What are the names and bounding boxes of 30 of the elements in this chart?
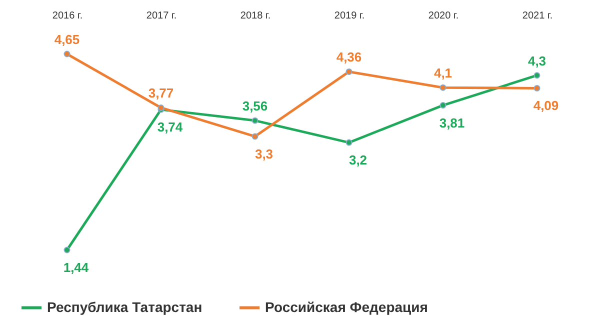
legend-label: Республика Татарстан xyxy=(47,298,202,315)
data-label: 4,36 xyxy=(336,50,362,65)
data-label: 4,09 xyxy=(533,98,559,114)
point xyxy=(440,102,446,109)
legend-label: Российская Федерация xyxy=(265,298,428,315)
data-label: 4,1 xyxy=(434,66,452,81)
x-tick-label: 2020 г. xyxy=(428,10,459,22)
point xyxy=(64,246,70,254)
data-label: 3,3 xyxy=(254,146,274,162)
point xyxy=(346,139,352,146)
data-label: 4,65 xyxy=(54,32,80,47)
x-tick-label: 2017 г. xyxy=(146,10,177,22)
data-label: 4,3 xyxy=(528,53,546,68)
point xyxy=(534,84,540,92)
point xyxy=(252,133,258,140)
data-label: 3,56 xyxy=(242,98,268,114)
data-label: 1,44 xyxy=(63,260,90,275)
data-label: 3,74 xyxy=(157,120,184,135)
x-tick-label: 2021 г. xyxy=(522,10,553,22)
point xyxy=(440,84,446,91)
point xyxy=(346,68,352,75)
data-label: 3,77 xyxy=(148,86,174,101)
data-label: 3,81 xyxy=(439,115,465,130)
point xyxy=(534,72,540,79)
point xyxy=(64,50,70,58)
x-tick-label: 2019 г. xyxy=(334,10,365,22)
data-label: 3,2 xyxy=(348,152,368,168)
point xyxy=(252,117,258,124)
x-tick-label: 2018 г. xyxy=(240,10,271,22)
x-tick-label: 2016 г. xyxy=(52,10,83,22)
